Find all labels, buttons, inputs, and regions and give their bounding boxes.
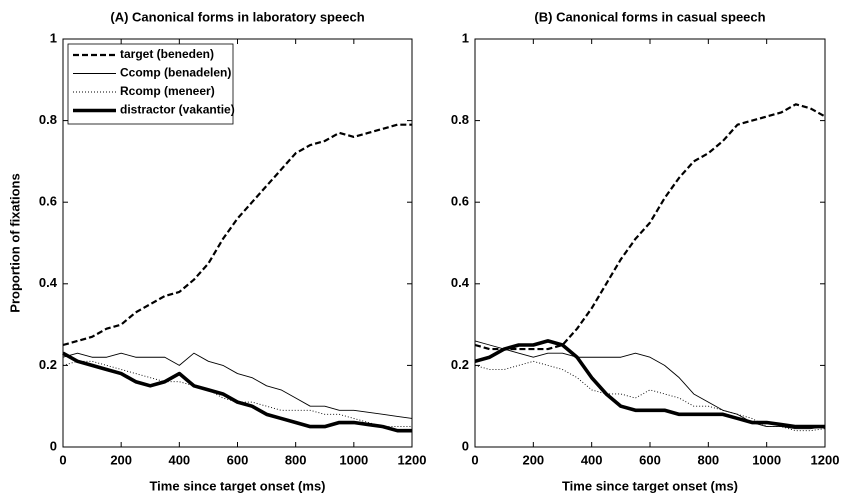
x-tick-label: 1200: [811, 452, 840, 467]
series-line: [474, 340, 826, 430]
series-line: [62, 123, 412, 347]
y-tick-label: 0.6: [451, 194, 469, 209]
y-tick-label: 0: [50, 438, 57, 453]
x-tick-label: 600: [227, 452, 249, 467]
x-tick-label: 800: [285, 452, 307, 467]
series-line: [62, 360, 412, 428]
y-tick-label: 0.2: [451, 357, 469, 372]
series-line: [474, 360, 826, 432]
series-line: [474, 103, 826, 351]
plot-frame: [62, 38, 413, 448]
y-tick-label: 0.8: [39, 112, 57, 127]
y-tick-label: 1: [462, 30, 469, 45]
y-tick-label: 0.4: [451, 275, 470, 290]
y-tick-label: 1: [50, 30, 57, 45]
x-tick-label: 800: [697, 452, 719, 467]
chart-title: (A) Canonical forms in laboratory speech: [110, 9, 364, 24]
plot-frame: [474, 38, 826, 448]
x-tick-label: 1200: [398, 452, 427, 467]
x-tick-label: 200: [522, 452, 544, 467]
legend-text: Rcomp (meneer): [120, 84, 215, 98]
legend-text: Ccomp (benadelen): [120, 66, 231, 80]
series-line: [474, 339, 825, 429]
legend-text: distractor (vakantie): [120, 103, 235, 117]
y-tick-label: 0: [462, 438, 469, 453]
y-tick-label: 0.6: [39, 194, 57, 209]
x-axis-label: Time since target onset (ms): [562, 478, 738, 493]
y-axis-label: Proportion of fixations: [7, 173, 22, 312]
legend-text: target (beneden): [120, 47, 214, 61]
y-tick-label: 0.4: [39, 275, 58, 290]
x-tick-label: 1000: [752, 452, 781, 467]
x-tick-label: 0: [59, 452, 66, 467]
x-axis-label: Time since target onset (ms): [149, 478, 325, 493]
x-tick-label: 400: [168, 452, 190, 467]
chart-title: (B) Canonical forms in casual speech: [534, 9, 765, 24]
x-tick-label: 0: [471, 452, 478, 467]
x-tick-label: 600: [639, 452, 661, 467]
x-tick-label: 1000: [339, 452, 368, 467]
y-tick-label: 0.8: [451, 112, 469, 127]
x-tick-label: 200: [110, 452, 132, 467]
series-line: [62, 351, 412, 433]
y-tick-label: 0.2: [39, 357, 57, 372]
x-tick-label: 400: [581, 452, 603, 467]
series-line: [62, 352, 413, 419]
